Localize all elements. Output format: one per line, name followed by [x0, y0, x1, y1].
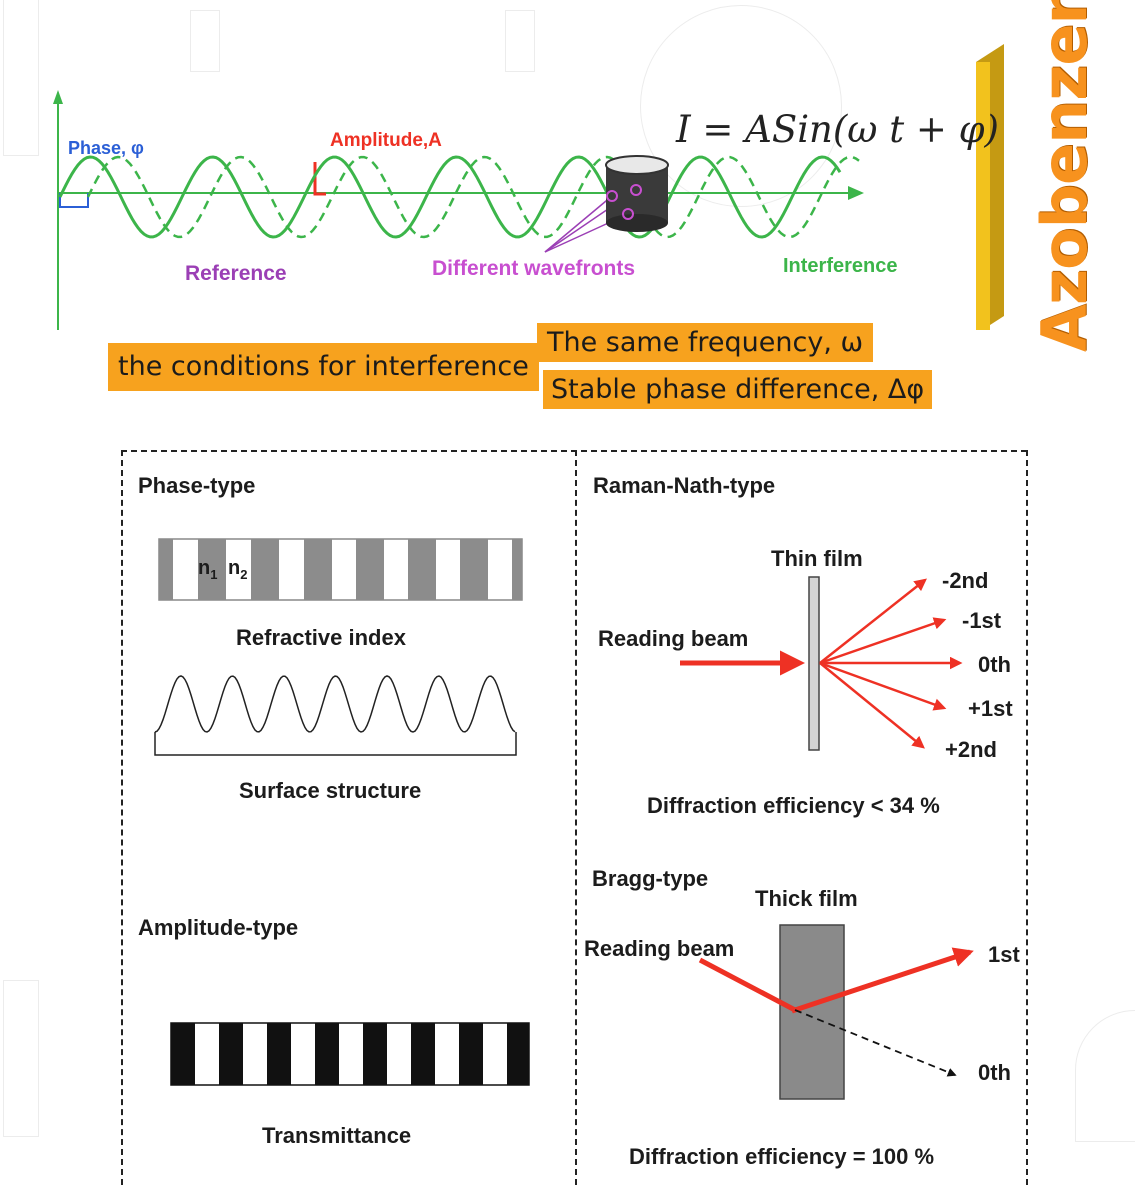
- thin-film: [808, 576, 820, 751]
- watermark-shape: [3, 0, 39, 156]
- medium-cylinder: [605, 155, 669, 232]
- amplitude-type-title: Amplitude-type: [138, 915, 299, 940]
- raman-reading-beam-label: Reading beam: [598, 626, 749, 651]
- thin-film-label: Thin film: [771, 546, 863, 571]
- order-plus-2: [819, 662, 925, 749]
- panel-right-border: [1026, 450, 1028, 1185]
- order-label: +2nd: [945, 737, 997, 762]
- transmittance-grating: [170, 1022, 530, 1086]
- order-label: +1st: [968, 696, 1013, 721]
- surface-structure-profile: [154, 675, 517, 756]
- order-label: -2nd: [942, 568, 989, 593]
- wavefronts-label: Different wavefronts: [432, 257, 636, 280]
- reference-label: Reference: [185, 262, 287, 285]
- surface-structure-caption: Surface structure: [239, 778, 422, 803]
- bragg-diagram: [698, 924, 974, 1100]
- wavefront-pointer: [544, 195, 613, 253]
- panel-top-border: [121, 450, 1027, 452]
- transmittance-caption: Transmittance: [262, 1123, 412, 1148]
- bragg-incident-beam: [698, 957, 797, 1013]
- phase-label: Phase, φ: [68, 138, 144, 158]
- interference-formula: I = ASin(ω t + φ): [676, 108, 999, 151]
- bragg-zero-order: [794, 1009, 957, 1077]
- watermark-shape: [3, 980, 39, 1137]
- shifted-wave: [86, 155, 860, 239]
- bragg-efficiency: Diffraction efficiency = 100 %: [629, 1144, 935, 1169]
- raman-nath-diagram: [680, 576, 963, 751]
- azobenzene-film: [976, 62, 990, 330]
- order-label: -1st: [962, 608, 1002, 633]
- watermark-shape: [190, 10, 220, 72]
- phase-condition-box: Stable phase difference, Δφ: [543, 370, 933, 409]
- bragg-type-title: Bragg-type: [592, 866, 709, 891]
- phase-bracket: [59, 193, 89, 208]
- thick-film-label: Thick film: [755, 886, 858, 911]
- watermark-shape: [505, 10, 535, 72]
- panel-divider: [575, 450, 577, 1185]
- refractive-index-caption: Refractive index: [236, 625, 406, 650]
- thick-film: [779, 924, 845, 1100]
- y-axis-arrow: [53, 90, 63, 104]
- phase-type-title: Phase-type: [138, 473, 256, 498]
- amplitude-label: Amplitude,A: [330, 130, 442, 151]
- azobenzene-label: Azobenzene: [1028, 0, 1101, 352]
- order-plus-1: [819, 661, 947, 711]
- panel-left-border: [121, 450, 123, 1185]
- bragg-first-order-label: 1st: [988, 942, 1020, 967]
- refractive-index-grating: [158, 538, 523, 601]
- order-minus-1: [819, 617, 947, 665]
- bragg-reading-beam-label: Reading beam: [584, 936, 735, 961]
- raman-nath-title: Raman-Nath-type: [593, 473, 776, 498]
- frequency-condition-box: The same frequency, ω: [537, 323, 874, 362]
- bragg-first-order: [791, 947, 974, 1014]
- watermark-shape: [640, 5, 842, 207]
- n1-label: n1: [198, 557, 218, 582]
- bragg-zero-order-label: 0th: [978, 1060, 1011, 1085]
- wave-diagram: [53, 44, 1004, 330]
- n2-label: n2: [228, 557, 248, 582]
- x-axis-arrow: [848, 186, 864, 200]
- order-label: 0th: [978, 652, 1011, 677]
- watermark-shape: [1075, 1010, 1135, 1142]
- conditions-box: the conditions for interference: [108, 343, 539, 391]
- raman-efficiency: Diffraction efficiency < 34 %: [647, 793, 940, 818]
- reference-wave: [58, 155, 842, 239]
- interference-label: Interference: [783, 255, 898, 277]
- order-minus-2: [819, 578, 927, 664]
